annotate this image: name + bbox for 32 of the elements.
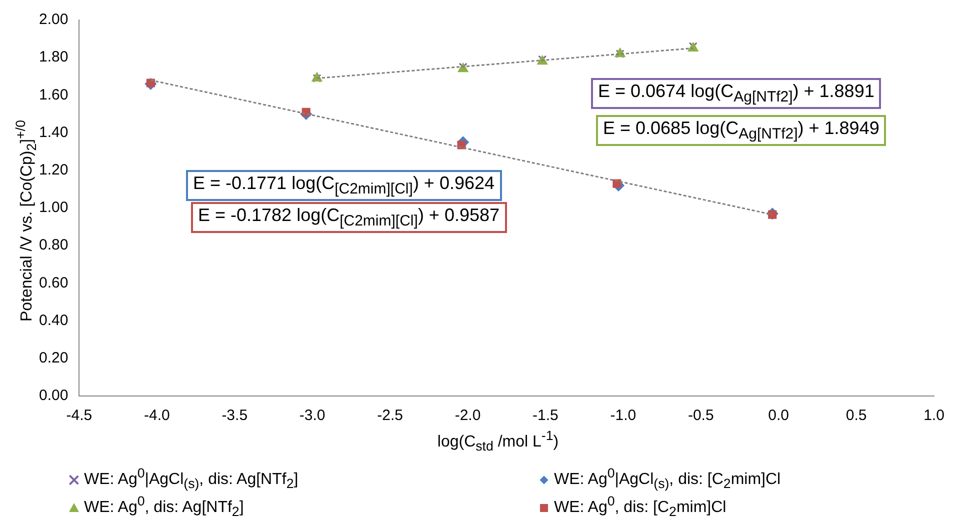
y-tick-label: 1.00 <box>38 199 68 216</box>
x-tick-label: 0.5 <box>846 407 867 424</box>
legend-label: WE: Ag$^{0}$, dis: [C$_{2}$mim]Cl <box>554 494 726 520</box>
x-tick-label: 1.0 <box>924 407 944 424</box>
y-tick-label: 2.00 <box>38 11 68 28</box>
annotation: E = 0.0674 log(C$_{Ag[NTf2]}$) + 1.8891 <box>591 78 882 109</box>
x-tick-label: -4.5 <box>66 407 92 424</box>
x-tick-label: -0.5 <box>688 407 714 424</box>
x-tick-label: -1.0 <box>610 407 636 424</box>
y-tick-label: 1.80 <box>38 48 68 66</box>
y-tick-label: 0.00 <box>38 387 68 404</box>
legend-label: WE: Ag$^{0}$|AgCl$_{(s)}$, dis: Ag[NTf$_{2}$] <box>84 466 298 492</box>
annotation: E = -0.1782 log(C$_{[C2mim][Cl]}$) + 0.9587 <box>191 202 506 233</box>
y-tick-label: 0.60 <box>38 274 68 292</box>
y-tick-label: 0.80 <box>38 236 68 254</box>
x-tick-label: -1.5 <box>532 407 558 424</box>
x-tick-label: 0.0 <box>768 407 790 424</box>
annotation: E = -0.1771 log(C$_{[C2mim][Cl]}$) + 0.9624 <box>186 170 502 201</box>
y-tick-label: 1.20 <box>38 162 68 179</box>
x-axis-title: log(C$_{std}$ /mol L$^{-1}$) <box>436 428 560 454</box>
y-tick-label: 1.40 <box>38 124 68 141</box>
y-tick-label: 1.60 <box>38 86 68 104</box>
legend-label: WE: Ag$^{0}$, dis: Ag[NTf$_{2}$] <box>84 494 244 520</box>
x-tick-label: -4.0 <box>144 407 170 424</box>
y-tick-label: 0.20 <box>38 350 68 367</box>
legend-label: WE: Ag$^{0}$|AgCl$_{(s)}$, dis: [C$_{2}$mim]Cl <box>554 466 781 492</box>
x-tick-label: -2.5 <box>377 407 403 424</box>
y-tick-label: 0.40 <box>38 312 68 329</box>
annotation: E = 0.0685 log(C$_{Ag[NTf2]}$) + 1.8949 <box>596 115 886 146</box>
x-tick-label: -2.0 <box>454 407 481 424</box>
x-tick-label: -3.0 <box>299 407 326 424</box>
x-tick-label: -3.5 <box>222 407 248 424</box>
